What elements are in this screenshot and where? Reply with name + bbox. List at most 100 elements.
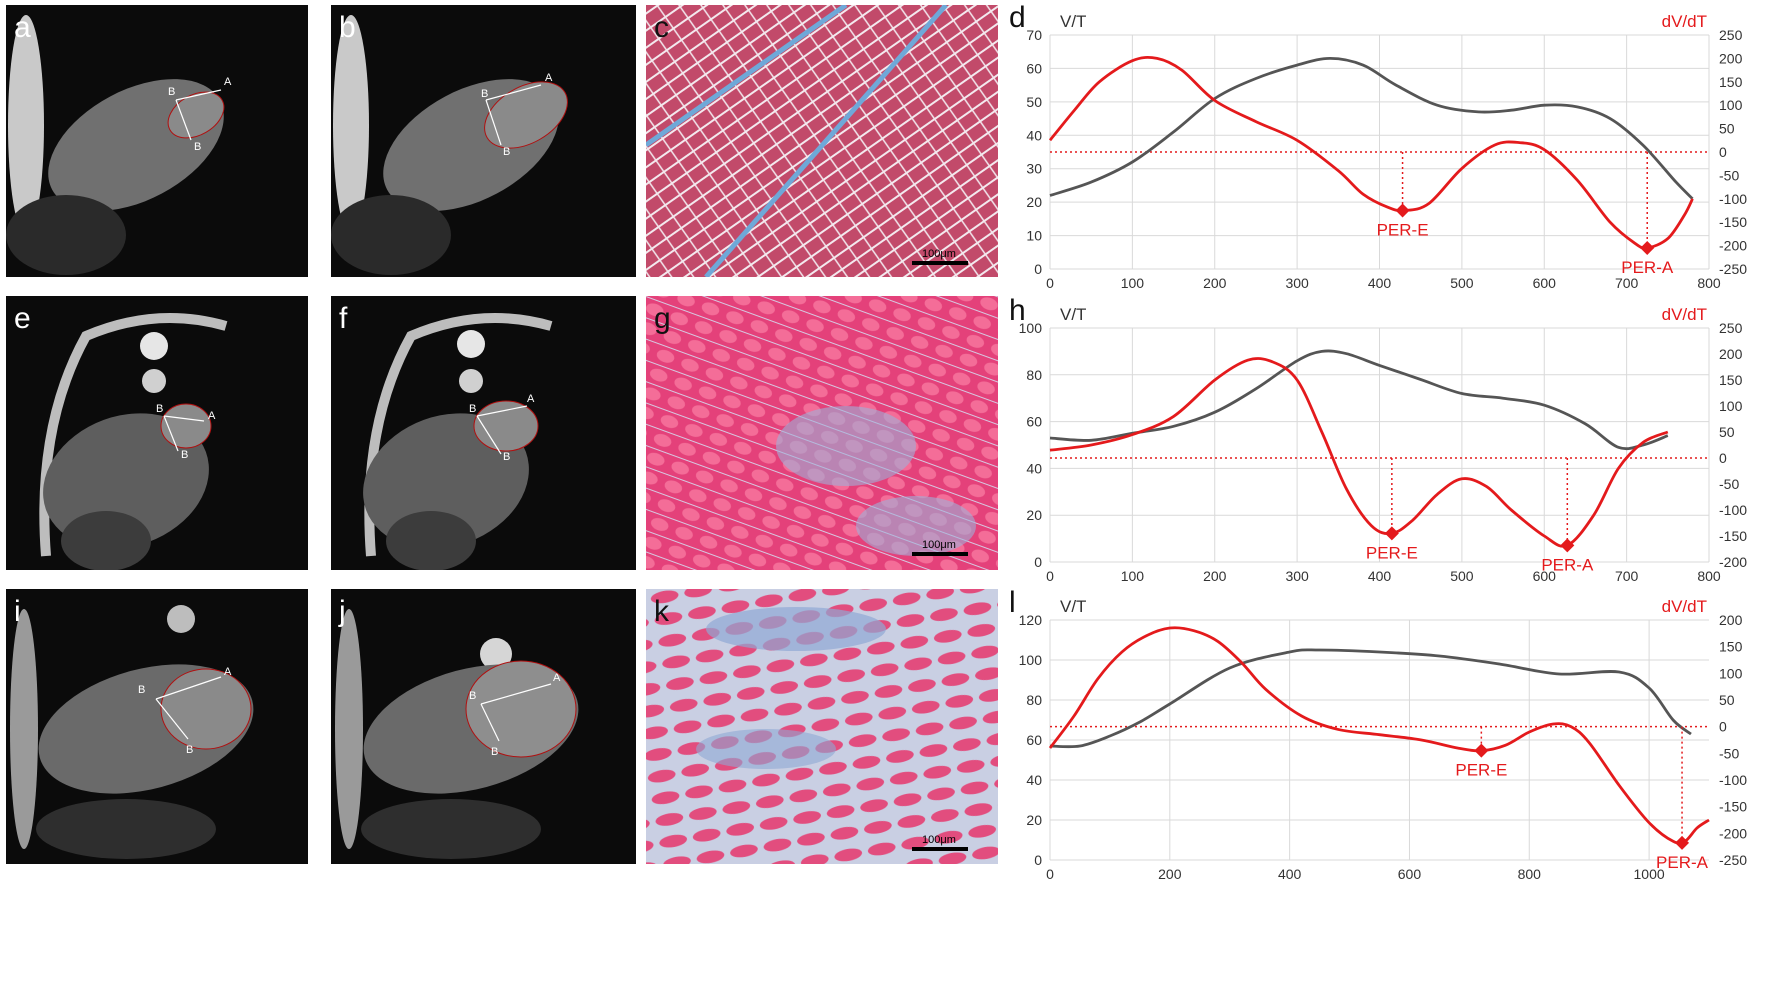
chart-l-annotation-label: PER-E	[1455, 761, 1507, 780]
mri-label-f-B2: B	[503, 451, 510, 463]
mri-label-e-B2: B	[181, 449, 188, 461]
histology-panel-c: 100μm c	[646, 5, 998, 277]
chart-d-annotation-marker	[1395, 203, 1410, 218]
chart-l-ytick-left: 60	[1026, 732, 1042, 748]
chart-h-xtick-label: 600	[1533, 568, 1557, 584]
chart-l-ytick-left: 20	[1026, 812, 1042, 828]
chart-h-annotation-label: PER-A	[1541, 555, 1594, 574]
chart-h-annotation-marker	[1384, 526, 1399, 541]
mri-label-j-A: A	[553, 672, 561, 684]
chart-h-xtick-label: 0	[1046, 568, 1054, 584]
chart-l-xtick-label: 0	[1046, 866, 1054, 882]
chart-h-ytick-right: 200	[1719, 346, 1743, 362]
chart-l-annotation-label: PER-A	[1656, 853, 1709, 872]
mri-label-a-B1: B	[168, 86, 175, 98]
chart-l-xtick-label: 1000	[1634, 866, 1665, 882]
chart-h-xtick-label: 400	[1368, 568, 1392, 584]
chart-d-ytick-right: 200	[1719, 50, 1743, 66]
chart-h-ytick-right: 250	[1719, 320, 1743, 336]
chart-h-ytick-right: -50	[1719, 476, 1739, 492]
histology-panel-g: 100μm g	[646, 296, 998, 570]
chart-h-ytick-right: -200	[1719, 554, 1747, 570]
chart-l-ytick-right: 150	[1719, 639, 1743, 655]
chart-l-ytick-right: -50	[1719, 745, 1739, 761]
chart-d: 0 100 200 300 400 500 600 700 800 0 10 20 30 40 50 60 70…	[1005, 1, 1767, 297]
chart-d-ytick-right: 150	[1719, 74, 1743, 90]
chart-h-xtick-label: 800	[1697, 568, 1721, 584]
chart-h-ytick-right: 0	[1719, 450, 1727, 466]
chart-h-annotation-marker	[1560, 538, 1575, 553]
mri-label-i-B1: B	[138, 684, 145, 696]
chart-l-ytick-left: 80	[1026, 692, 1042, 708]
mri-panel-i: A B B i	[6, 589, 308, 864]
chart-d-ytick-right: -200	[1719, 238, 1747, 254]
chart-d-series-vt	[1049, 56, 1694, 200]
chart-d-ytick-left: 20	[1026, 194, 1042, 210]
panel-letter-h: h	[1009, 298, 1026, 327]
chart-h-xtick-label: 700	[1615, 568, 1639, 584]
mri-panel-f: A B B f	[331, 296, 636, 570]
chart-h-ytick-left: 80	[1026, 367, 1042, 383]
histology-panel-k: 100μm k	[646, 589, 998, 864]
chart-d-xtick-label: 800	[1697, 275, 1721, 291]
panel-letter-f: f	[339, 302, 348, 335]
panel-letter-g: g	[654, 302, 671, 335]
chart-h-ytick-right: 100	[1719, 398, 1743, 414]
chart-d-ytick-right: 250	[1719, 27, 1743, 43]
chart-d-annotation-label: PER-A	[1621, 258, 1674, 277]
chart-l-series-vt	[1049, 648, 1692, 749]
chart-h-ytick-right: 150	[1719, 372, 1743, 388]
chart-d-ytick-left: 50	[1026, 94, 1042, 110]
histology-image-k: 100μm	[646, 589, 998, 864]
chart-d-left-axis-label: V/T	[1060, 12, 1086, 31]
chart-h-ytick-left: 100	[1019, 320, 1043, 336]
chart-h-annotation-label: PER-E	[1366, 543, 1418, 562]
chart-d-ytick-right: 0	[1719, 144, 1727, 160]
mri-label-b-A: A	[545, 72, 553, 84]
mri-label-a-A: A	[224, 76, 232, 88]
chart-d-ytick-left: 70	[1026, 27, 1042, 43]
panel-letter-a: a	[14, 11, 31, 44]
panel-letter-i: i	[14, 595, 21, 628]
chart-d-ytick-left: 0	[1034, 261, 1042, 277]
chart-l-xtick-label: 600	[1398, 866, 1422, 882]
chart-l-ytick-left: 100	[1019, 652, 1043, 668]
chart-l-ytick-right: 100	[1719, 665, 1743, 681]
chart-d-xtick-label: 300	[1285, 275, 1309, 291]
chart-l-annotation-marker	[1675, 835, 1690, 850]
chart-h-right-axis-label: dV/dT	[1662, 305, 1707, 324]
chart-d-ytick-left: 60	[1026, 60, 1042, 76]
mri-image-j: A B B	[335, 609, 579, 859]
chart-d-xtick-label: 400	[1368, 275, 1392, 291]
mri-image-f: A B B	[363, 313, 553, 570]
chart-h-ytick-left: 40	[1026, 460, 1042, 476]
mri-label-j-B1: B	[469, 690, 476, 702]
chart-d-ytick-left: 30	[1026, 161, 1042, 177]
chart-d-xtick-label: 0	[1046, 275, 1054, 291]
panel-letter-l: l	[1009, 590, 1016, 619]
chart-d-svg: 0 100 200 300 400 500 600 700 800010203040506070…	[1009, 1, 1747, 291]
chart-l-ytick-right: 0	[1719, 719, 1727, 735]
chart-h-series-vt	[1049, 349, 1669, 451]
chart-h-ytick-right: -150	[1719, 528, 1747, 544]
chart-h-ytick-left: 0	[1034, 554, 1042, 570]
mri-label-i-B2: B	[186, 744, 193, 756]
mri-label-e-A: A	[208, 410, 216, 422]
panel-letter-j: j	[339, 595, 346, 628]
chart-d-annotation-label: PER-E	[1377, 221, 1429, 240]
mri-label-b-B1: B	[481, 88, 488, 100]
mri-label-f-A: A	[527, 393, 535, 405]
mri-label-e-B1: B	[156, 403, 163, 415]
chart-h-ytick-right: -100	[1719, 502, 1747, 518]
chart-l: 0 200 400 600 800 1000 0 20 40 60 80 100 120 200 150 10…	[1005, 586, 1767, 888]
chart-l-ytick-left: 0	[1034, 852, 1042, 868]
scale-bar-k: 100μm	[922, 834, 956, 846]
chart-h-xtick-label: 300	[1285, 568, 1309, 584]
mri-panel-e: A B B e	[6, 296, 308, 570]
chart-l-series-dvdt	[1048, 626, 1710, 845]
panel-letter-d: d	[1009, 5, 1026, 34]
chart-d-ytick-right: -150	[1719, 214, 1747, 230]
chart-d-xtick-label: 200	[1203, 275, 1227, 291]
